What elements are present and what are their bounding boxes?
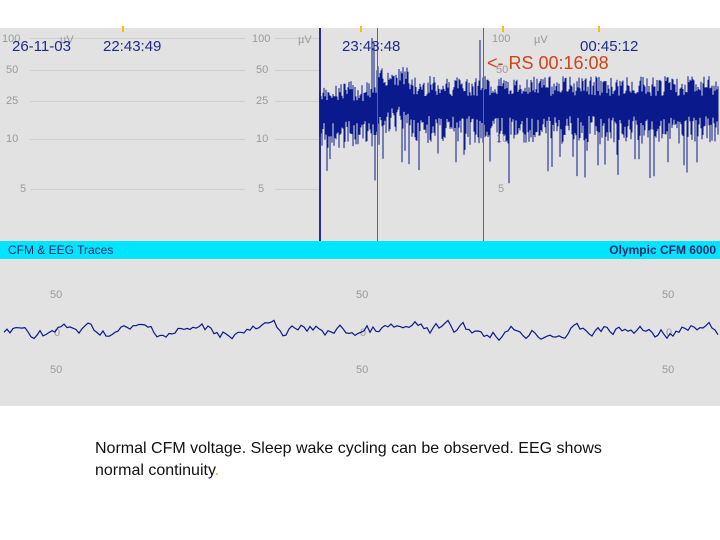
grid-line-100 (30, 38, 245, 39)
cfm-tick-25: 25 (256, 95, 269, 107)
cfm-tick-5: 5 (258, 183, 265, 195)
time-label: 23:43:48 (342, 38, 401, 55)
flag-marker (360, 26, 362, 32)
cfm-tick-10: 10 (256, 133, 269, 145)
grid-line-5-b (275, 189, 320, 190)
time-label: 00:45:12 (580, 38, 639, 55)
cfm-tick-5: 5 (20, 183, 27, 195)
cfm-tick-25: 25 (6, 95, 19, 107)
eeg-tick-zero: 0 (666, 327, 673, 339)
cfm-unit-label: µV (60, 34, 74, 46)
flag-marker (502, 26, 504, 32)
cfm-tick-50: 50 (256, 64, 269, 76)
cfm-unit-label: µV (298, 34, 312, 46)
cfm-panel: 100 50 25 10 5 µV 100 50 25 10 5 µV 100 … (0, 26, 720, 241)
grid-line-10-b (275, 139, 320, 140)
cfm-tick-100: 100 (252, 33, 271, 45)
eeg-panel: 50 50 50 0 0 0 50 50 50 (0, 259, 720, 406)
cfm-tick-5: 5 (498, 183, 505, 195)
eeg-trace (3, 319, 719, 342)
caption-end-mark: . (214, 462, 220, 479)
eeg-tick-bottom: 50 (356, 364, 369, 376)
time-label: 22:43:49 (103, 38, 162, 55)
device-name: Olympic CFM 6000 (609, 243, 716, 257)
cfm-unit-label: µV (534, 34, 548, 46)
eeg-tick-zero: 0 (360, 327, 367, 339)
caption: Normal CFM voltage. Sleep wake cycling c… (95, 438, 655, 482)
grid-line-50 (30, 70, 245, 71)
cfm-band (319, 38, 719, 184)
cfm-tick-10: 10 (496, 133, 509, 145)
eeg-tick-top: 50 (50, 289, 63, 301)
cfm-trace (319, 38, 719, 184)
eeg-tick-top: 50 (356, 289, 369, 301)
cfm-tick-50: 50 (496, 64, 509, 76)
grid-line-25-b (275, 101, 320, 102)
event-marker (377, 28, 378, 241)
cfm-tick-100: 100 (2, 33, 21, 45)
eeg-waveform (3, 319, 719, 342)
grid-line-5 (30, 189, 245, 190)
grid-line-10 (30, 139, 245, 140)
panel-title: CFM & EEG Traces (8, 243, 114, 257)
flag-marker (122, 26, 124, 32)
title-bar: CFM & EEG Traces Olympic CFM 6000 (0, 241, 720, 259)
grid-line-100-b (275, 38, 320, 39)
cfm-tick-100: 100 (492, 33, 511, 45)
eeg-tick-bottom: 50 (662, 364, 675, 376)
date-label: 26-11-03 (12, 38, 71, 55)
cfm-tick-10: 10 (6, 133, 19, 145)
eeg-tick-bottom: 50 (50, 364, 63, 376)
grid-line-25 (30, 101, 245, 102)
caption-text: Normal CFM voltage. Sleep wake cycling c… (95, 440, 602, 479)
cfm-tick-50: 50 (6, 64, 19, 76)
event-marker (483, 28, 484, 241)
eeg-tick-zero: 0 (54, 327, 61, 339)
grid-line-50-b (275, 70, 320, 71)
event-label: <- RS 00:16:08 (487, 53, 609, 73)
eeg-tick-top: 50 (662, 289, 675, 301)
flag-marker (598, 26, 600, 32)
